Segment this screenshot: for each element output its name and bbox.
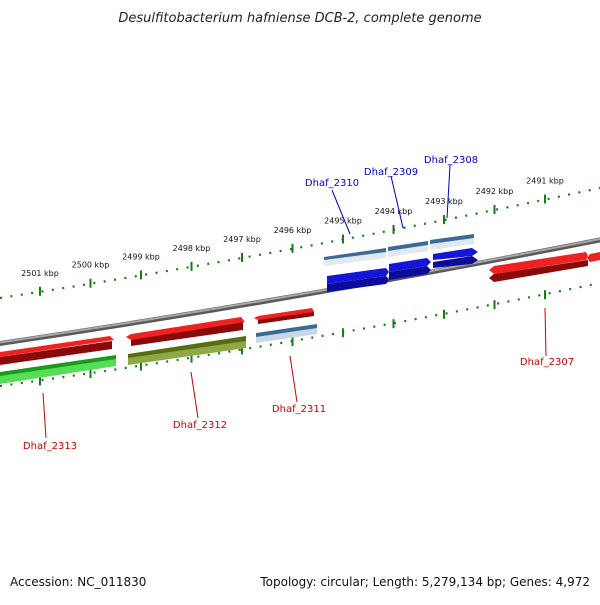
kbp-tick-label: 2496 kbp <box>274 226 312 235</box>
gene-dhaf-2312[interactable] <box>126 317 246 365</box>
kbp-tick-label: 2494 kbp <box>375 207 413 216</box>
label-dhaf-2310[interactable]: Dhaf_2310 <box>305 178 359 189</box>
callout-dhaf-2311 <box>289 355 298 403</box>
scale-track-inner <box>0 281 600 388</box>
callout-dhaf-2313 <box>42 392 47 439</box>
kbp-tick-label: 2499 kbp <box>122 252 160 261</box>
map-title: Desulfitobacterium hafniense DCB-2, comp… <box>118 11 481 26</box>
label-dhaf-2311[interactable]: Dhaf_2311 <box>272 404 326 415</box>
genome-backbone <box>0 237 600 344</box>
label-dhaf-2309[interactable]: Dhaf_2309 <box>364 167 418 178</box>
scale-track-outer <box>0 186 600 300</box>
callout-dhaf-2312 <box>190 371 199 419</box>
kbp-tick-label: 2498 kbp <box>173 244 211 253</box>
accession-text: Accession: NC_011830 <box>10 575 146 589</box>
callout-dhaf-2308 <box>446 164 451 219</box>
label-dhaf-2307[interactable]: Dhaf_2307 <box>520 357 574 368</box>
gene-dhaf-2309-band[interactable] <box>388 241 428 257</box>
callout-dhaf-2307 <box>544 307 547 357</box>
kbp-tick-label: 2495 kbp <box>324 217 362 226</box>
kbp-tick-label: 2501 kbp <box>21 269 59 278</box>
gene-dhaf-2307[interactable] <box>489 252 600 282</box>
kbp-tick-label: 2492 kbp <box>476 187 514 196</box>
gene-dhaf-2309[interactable] <box>389 258 431 280</box>
gene-dhaf-2308[interactable] <box>433 248 478 268</box>
label-dhaf-2308[interactable]: Dhaf_2308 <box>424 155 478 166</box>
kbp-tick-label: 2497 kbp <box>223 235 261 244</box>
label-dhaf-2312[interactable]: Dhaf_2312 <box>173 420 227 431</box>
genome-summary: Topology: circular; Length: 5,279,134 bp… <box>259 575 590 589</box>
gene-dhaf-2310[interactable] <box>327 268 389 292</box>
label-dhaf-2313[interactable]: Dhaf_2313 <box>23 441 77 452</box>
kbp-tick-label: 2500 kbp <box>72 261 110 270</box>
gene-dhaf-2313[interactable] <box>0 336 116 384</box>
gene-dhaf-2310-band[interactable] <box>324 248 386 266</box>
kbp-tick-label: 2493 kbp <box>425 197 463 206</box>
gene-dhaf-2308-band[interactable] <box>430 234 474 250</box>
kbp-tick-label: 2491 kbp <box>526 177 564 186</box>
kbp-ticks: 2501 kbp 2500 kbp 2499 kbp 2498 kbp 2497 kbp… <box>21 177 564 296</box>
callout-dhaf-2309 <box>390 175 404 229</box>
callout-dhaf-2310 <box>331 189 351 235</box>
gene-dhaf-2311[interactable] <box>254 308 317 343</box>
